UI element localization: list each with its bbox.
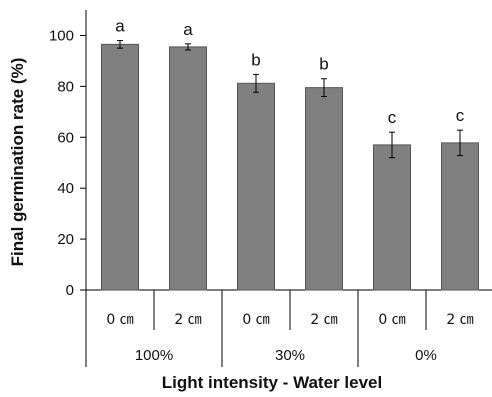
axes: 0 20 40 60 80 100 xyxy=(49,10,492,367)
significance-label: a xyxy=(183,20,193,39)
x-category-label: 0 ㎝ xyxy=(378,312,405,328)
y-tick-label: 0 xyxy=(66,282,74,299)
x-category-label: 0 ㎝ xyxy=(106,312,133,328)
x-group-label: 100% xyxy=(135,347,173,364)
y-axis-title: Final germination rate (%) xyxy=(8,58,27,267)
significance-label: a xyxy=(115,17,125,36)
error-bars xyxy=(117,40,463,159)
significance-label: c xyxy=(388,108,397,127)
x-axis-title: Light intensity - Water level xyxy=(162,373,382,392)
y-tick-label: 60 xyxy=(57,129,74,146)
x-category-label: 0 ㎝ xyxy=(242,312,269,328)
bars xyxy=(101,43,479,291)
bar xyxy=(305,87,343,291)
y-tick-label: 80 xyxy=(57,78,74,95)
labels: a 0 ㎝ a 2 ㎝ b 0 ㎝ b 2 ㎝ c 0 ㎝ c 2 ㎝ 100% 30% 0% xyxy=(106,17,473,364)
x-category-label: 2 ㎝ xyxy=(174,312,201,328)
bar xyxy=(373,144,411,291)
bar xyxy=(441,142,479,291)
y-tick-label: 100 xyxy=(49,27,74,44)
x-category-label: 2 ㎝ xyxy=(310,312,337,328)
bar xyxy=(169,46,207,291)
y-tick-label: 40 xyxy=(57,180,74,197)
bar xyxy=(237,82,275,291)
significance-label: c xyxy=(456,106,465,125)
bar xyxy=(101,43,139,291)
y-tick-label: 20 xyxy=(57,231,74,248)
x-group-label: 30% xyxy=(275,347,305,364)
x-category-label: 2 ㎝ xyxy=(446,312,473,328)
significance-label: b xyxy=(319,55,328,74)
significance-label: b xyxy=(251,50,260,69)
x-group-label: 0% xyxy=(415,347,437,364)
